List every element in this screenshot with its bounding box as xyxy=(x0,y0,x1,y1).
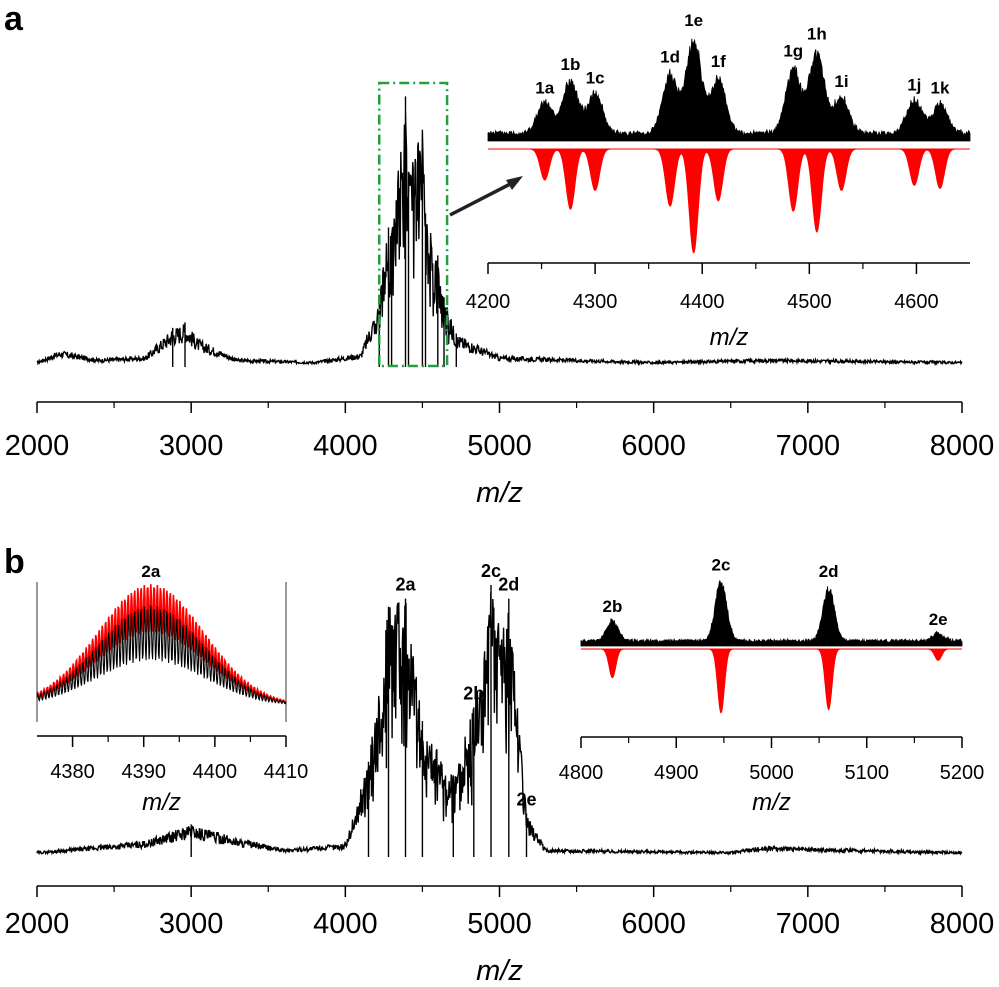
b-inset-right-x-tick-label: 5000 xyxy=(749,762,794,784)
b-main-peak-label-2a: 2a xyxy=(395,575,416,595)
b-main-x-tick-label: 8000 xyxy=(930,908,995,940)
a-inset-x-axis-title: m/z xyxy=(710,324,749,351)
b-inset-left-peak-label-2a: 2a xyxy=(141,562,160,581)
b-inset-right-x-axis-title: m/z xyxy=(752,789,791,816)
b-main-series-experimental xyxy=(36,585,963,857)
a-inset-peak-label-1a: 1a xyxy=(535,78,554,97)
a-inset-x-tick-label: 4400 xyxy=(680,291,725,313)
panel-letter-b: b xyxy=(4,543,25,581)
b-inset-right-x-tick-label: 4900 xyxy=(654,762,699,784)
a-inset-peak-label-1h: 1h xyxy=(807,24,827,43)
b-main-x-tick-label: 4000 xyxy=(313,908,378,940)
a-inset-x-tick-label: 4300 xyxy=(573,291,618,313)
a-main-x-axis-title: m/z xyxy=(476,477,523,509)
b-inset-right-series-simulated xyxy=(581,648,962,714)
a-inset-peak-label-1k: 1k xyxy=(931,79,950,98)
a-main-x-tick-label: 2000 xyxy=(5,430,70,462)
b-inset-left-x-tick-label: 4410 xyxy=(264,761,309,783)
a-inset-peak-label-1d: 1d xyxy=(660,48,680,67)
a-main-x-tick-label: 7000 xyxy=(776,430,841,462)
chart-b-main: 2000 3000 4000 5000 6000 7000 8000m/z2a2b2c2d2… xyxy=(5,561,995,987)
a-inset-x-tick-label: 4200 xyxy=(466,291,511,313)
chart-b-inset-right: 4800 4900 5000 5100 5200 m/z 2b 2c 2d 2e xyxy=(559,555,985,816)
zoom-arrow xyxy=(449,178,519,217)
b-main-x-tick-label: 7000 xyxy=(776,908,841,940)
b-inset-right-x-tick-label: 4800 xyxy=(559,762,604,784)
b-main-peak-label-2e: 2e xyxy=(516,789,536,809)
a-inset-peak-label-1b: 1b xyxy=(561,55,581,74)
b-inset-right-x-tick-label: 5100 xyxy=(845,762,890,784)
b-inset-right-peak-label-2b: 2b xyxy=(603,597,623,616)
b-inset-right-x-tick-label: 5200 xyxy=(940,762,985,784)
a-inset-peak-label-1e: 1e xyxy=(684,11,703,30)
panel-letter-a: a xyxy=(4,0,24,38)
a-inset-series-experimental xyxy=(487,38,971,142)
a-inset-peak-label-1g: 1g xyxy=(783,42,803,61)
a-inset-series-simulated xyxy=(488,148,970,254)
b-inset-left-x-tick-label: 4390 xyxy=(121,761,166,783)
b-main-x-tick-label: 6000 xyxy=(621,908,686,940)
chart-a-main: 2000 3000 4000 5000 6000 7000 8000 m/z xyxy=(5,81,995,509)
b-main-peak-label-2d: 2d xyxy=(498,575,519,595)
b-inset-right-peak-label-2c: 2c xyxy=(712,555,731,574)
b-main-x-axis-title: m/z xyxy=(476,955,523,987)
b-main-peak-label-2c: 2c xyxy=(481,561,501,581)
a-main-x-tick-label: 8000 xyxy=(930,430,995,462)
a-inset-x-tick-label: 4500 xyxy=(787,291,832,313)
zoom-arrow-head xyxy=(506,176,523,190)
a-inset-peak-label-1f: 1f xyxy=(711,52,726,71)
a-inset-peak-label-1i: 1i xyxy=(834,72,848,91)
b-main-x-tick-label: 3000 xyxy=(159,908,224,940)
a-inset-peak-label-1c: 1c xyxy=(586,68,605,87)
b-inset-right-peak-label-2e: 2e xyxy=(929,610,948,629)
b-inset-left-x-tick-label: 4380 xyxy=(50,761,95,783)
a-inset-x-tick-label: 4600 xyxy=(894,291,939,313)
zoom-box xyxy=(378,81,449,368)
chart-b-inset-left: 4380 4390 4400 4410 m/z 2a xyxy=(36,562,309,816)
b-main-x-tick-label: 2000 xyxy=(5,908,70,940)
a-main-x-tick-label: 3000 xyxy=(159,430,224,462)
a-main-x-tick-label: 5000 xyxy=(467,430,532,462)
b-main-x-tick-label: 5000 xyxy=(467,908,532,940)
b-inset-left-x-tick-label: 4400 xyxy=(193,761,238,783)
a-main-series-experimental xyxy=(36,96,963,367)
b-main-peak-label-2b: 2b xyxy=(463,683,484,703)
b-inset-right-peak-label-2d: 2d xyxy=(819,562,839,581)
a-main-x-tick-label: 6000 xyxy=(621,430,686,462)
b-inset-left-x-axis-title: m/z xyxy=(142,789,181,816)
a-main-x-tick-label: 4000 xyxy=(313,430,378,462)
b-inset-right-series-experimental xyxy=(580,579,963,647)
a-inset-peak-label-1j: 1j xyxy=(907,75,921,94)
b-inset-left-series-experimental xyxy=(36,605,287,705)
